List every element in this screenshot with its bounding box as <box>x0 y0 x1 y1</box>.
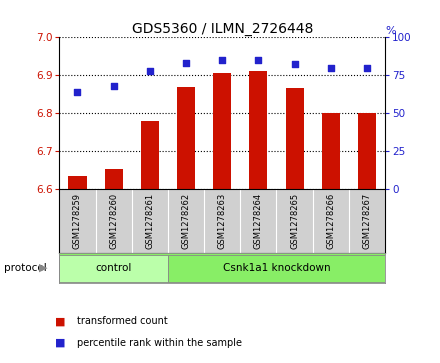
Text: GSM1278260: GSM1278260 <box>109 193 118 249</box>
Point <box>74 89 81 95</box>
Text: GSM1278259: GSM1278259 <box>73 193 82 249</box>
Point <box>147 68 154 73</box>
Text: transformed count: transformed count <box>77 316 168 326</box>
Text: ■: ■ <box>55 338 66 348</box>
Text: %: % <box>385 25 396 36</box>
Text: ▶: ▶ <box>39 263 48 273</box>
Text: GSM1278264: GSM1278264 <box>254 193 263 249</box>
Text: GSM1278265: GSM1278265 <box>290 193 299 249</box>
Text: percentile rank within the sample: percentile rank within the sample <box>77 338 242 348</box>
Bar <box>177 86 195 189</box>
Point <box>291 62 298 68</box>
Point <box>255 57 262 63</box>
Text: GSM1278261: GSM1278261 <box>145 193 154 249</box>
Text: GSM1278263: GSM1278263 <box>218 193 227 249</box>
Bar <box>358 113 376 189</box>
Bar <box>69 176 87 189</box>
Bar <box>141 121 159 189</box>
Text: protocol: protocol <box>4 263 47 273</box>
Bar <box>286 89 304 189</box>
Bar <box>59 254 168 282</box>
Title: GDS5360 / ILMN_2726448: GDS5360 / ILMN_2726448 <box>132 22 313 36</box>
Bar <box>249 71 268 189</box>
Point <box>363 65 370 70</box>
Point <box>183 60 190 66</box>
Point <box>219 57 226 63</box>
Point <box>110 83 117 89</box>
Bar <box>105 168 123 189</box>
Point <box>327 65 334 70</box>
Bar <box>168 254 385 282</box>
Text: GSM1278266: GSM1278266 <box>326 193 335 249</box>
Text: GSM1278262: GSM1278262 <box>182 193 191 249</box>
Text: Csnk1a1 knockdown: Csnk1a1 knockdown <box>223 263 330 273</box>
Text: GSM1278267: GSM1278267 <box>363 193 371 249</box>
Bar <box>322 113 340 189</box>
Text: ■: ■ <box>55 316 66 326</box>
Text: control: control <box>95 263 132 273</box>
Bar <box>213 73 231 189</box>
